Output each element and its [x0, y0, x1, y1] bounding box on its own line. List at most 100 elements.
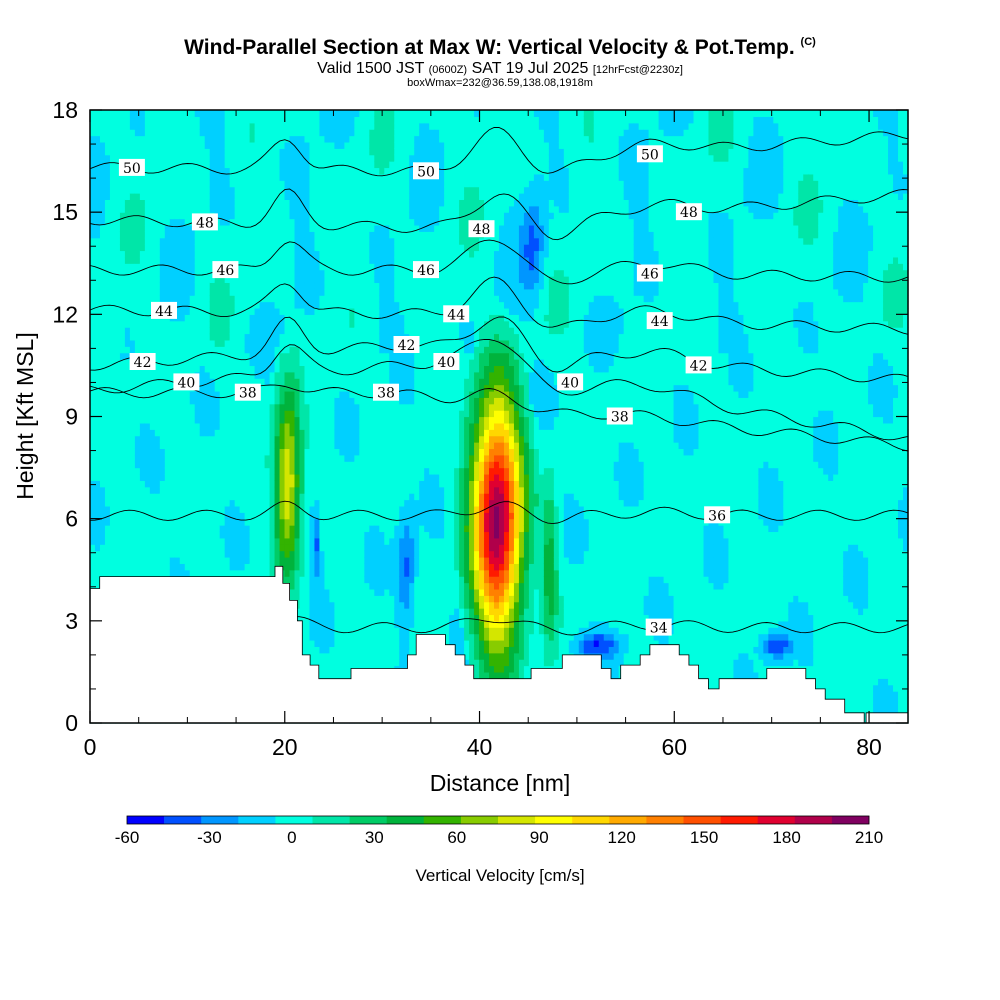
- w-cell: [194, 205, 201, 213]
- w-cell: [244, 263, 251, 271]
- w-cell: [134, 244, 141, 252]
- w-cell: [224, 256, 231, 264]
- w-cell: [314, 422, 321, 430]
- w-cell: [179, 569, 186, 577]
- w-cell: [324, 327, 331, 335]
- w-cell: [164, 269, 171, 277]
- w-cell: [344, 397, 350, 405]
- valid-date: SAT 19 Jul 2025: [471, 60, 589, 77]
- w-cell: [194, 537, 201, 545]
- w-cell: [284, 390, 291, 398]
- w-cell: [179, 480, 186, 488]
- w-cell: [314, 173, 321, 181]
- w-cell: [154, 295, 161, 303]
- w-cell: [109, 307, 116, 315]
- w-cell: [344, 276, 350, 284]
- w-cell: [219, 320, 226, 328]
- w-cell: [269, 154, 276, 162]
- w-cell: [234, 141, 241, 149]
- w-cell: [224, 244, 231, 252]
- w-cell: [244, 550, 251, 558]
- w-cell: [189, 359, 196, 367]
- w-cell: [90, 193, 96, 200]
- w-cell: [114, 410, 121, 418]
- w-cell: [334, 505, 340, 513]
- w-cell: [289, 518, 296, 526]
- w-cell: [90, 454, 96, 462]
- w-cell: [269, 390, 276, 398]
- w-cell: [259, 186, 266, 194]
- w-cell: [344, 537, 350, 545]
- w-cell: [239, 333, 246, 341]
- w-cell: [229, 212, 236, 220]
- w-cell: [114, 403, 121, 411]
- w-cell: [129, 550, 136, 558]
- w-cell: [99, 339, 106, 347]
- w-cell: [109, 563, 116, 571]
- w-cell: [289, 122, 296, 130]
- w-cell: [264, 327, 271, 335]
- w-cell: [149, 205, 156, 213]
- w-cell: [214, 148, 221, 156]
- w-cell: [124, 129, 131, 137]
- w-cell: [324, 646, 331, 654]
- w-cell: [194, 499, 201, 507]
- w-cell: [144, 505, 151, 513]
- w-cell: [234, 493, 241, 501]
- w-cell: [249, 320, 256, 328]
- w-cell: [239, 129, 246, 137]
- w-cell: [344, 512, 350, 520]
- w-cell: [259, 525, 266, 533]
- w-cell: [294, 141, 301, 149]
- w-cell: [319, 505, 326, 513]
- w-cell: [134, 327, 141, 335]
- w-cell: [179, 256, 186, 264]
- w-cell: [209, 307, 216, 315]
- w-cell: [90, 269, 96, 277]
- w-cell: [134, 556, 141, 564]
- w-cell: [109, 282, 116, 290]
- w-cell: [284, 505, 291, 513]
- w-cell: [219, 397, 226, 405]
- w-cell: [314, 588, 321, 596]
- w-cell: [104, 512, 111, 520]
- w-cell: [319, 493, 326, 501]
- w-cell: [289, 231, 296, 239]
- w-cell: [119, 473, 126, 481]
- w-cell: [239, 301, 246, 309]
- w-cell: [254, 295, 261, 303]
- w-cell: [169, 327, 176, 335]
- w-cell: [224, 295, 231, 303]
- w-cell: [284, 448, 291, 456]
- w-cell: [239, 461, 246, 469]
- w-cell: [324, 601, 331, 609]
- w-cell: [189, 122, 196, 130]
- w-cell: [134, 250, 141, 258]
- w-cell: [274, 544, 281, 552]
- w-cell: [244, 282, 251, 290]
- w-cell: [284, 307, 291, 315]
- w-cell: [279, 193, 286, 200]
- w-cell: [90, 180, 96, 188]
- w-cell: [109, 231, 116, 239]
- w-cell: [164, 480, 171, 488]
- w-cell: [304, 129, 311, 137]
- w-cell: [319, 556, 326, 564]
- w-cell: [214, 339, 221, 347]
- w-cell: [164, 295, 171, 303]
- w-cell: [199, 193, 206, 200]
- w-cell: [309, 403, 316, 411]
- w-cell: [294, 410, 301, 418]
- w-cell: [144, 537, 151, 545]
- w-cell: [214, 512, 221, 520]
- w-cell: [274, 480, 281, 488]
- w-cell: [324, 212, 331, 220]
- w-cell: [334, 442, 340, 450]
- w-cell: [264, 141, 271, 149]
- w-cell: [119, 295, 126, 303]
- w-cell: [214, 141, 221, 149]
- w-cell: [94, 327, 101, 335]
- w-cell: [344, 499, 350, 507]
- w-cell: [109, 276, 116, 284]
- w-cell: [90, 403, 96, 411]
